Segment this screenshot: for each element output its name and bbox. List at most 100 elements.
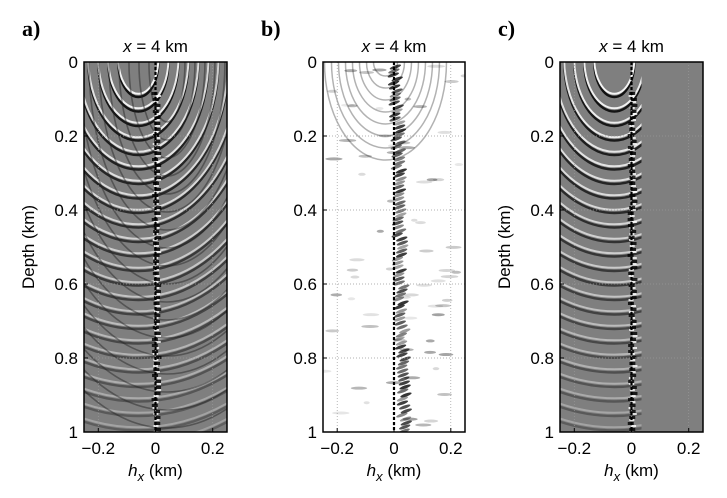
focused-energy: [631, 413, 637, 415]
energy-blob: [431, 313, 445, 317]
wavefront-arc: [84, 199, 227, 255]
energy-blob: [390, 136, 402, 142]
y-tick-label: 0.2: [293, 127, 317, 146]
focused-energy: [155, 125, 161, 127]
energy-blob: [349, 258, 365, 262]
wavefront-arc: [84, 255, 227, 298]
focused-energy: [627, 224, 634, 227]
panel-title: x = 4 km: [122, 37, 188, 56]
energy-blob: [394, 200, 406, 206]
wavefront-arc: [84, 62, 220, 182]
x-axis-label: hx (km): [367, 461, 422, 484]
energy-blob: [387, 144, 395, 148]
wavefront-arc: [560, 240, 703, 287]
focused-energy: [154, 227, 160, 229]
energy-blob: [392, 104, 404, 110]
focused-energy: [156, 251, 162, 253]
focused-energy: [631, 323, 637, 325]
xlabel-variable: h: [604, 461, 613, 480]
focused-energy: [627, 164, 634, 167]
wavefront-arc: [560, 405, 703, 432]
focused-energy: [629, 194, 636, 197]
image-area: [323, 62, 465, 432]
wavefront-arc: [84, 178, 227, 240]
y-tick-label: 0.6: [293, 275, 317, 294]
focused-energy: [628, 350, 635, 353]
focused-energy: [155, 386, 162, 389]
focused-energy: [630, 230, 637, 233]
energy-blob: [399, 328, 411, 334]
focused-energy: [153, 278, 160, 281]
energy-blob: [399, 348, 414, 352]
energy-blob: [325, 329, 340, 333]
wavefront-arc: [560, 202, 703, 258]
energy-blob: [391, 76, 403, 82]
energy-blob: [325, 157, 343, 161]
energy-blob: [376, 229, 384, 233]
title-variable: x: [122, 37, 132, 56]
focused-energy: [154, 290, 161, 293]
energy-blob: [398, 146, 416, 150]
focused-energy: [631, 251, 637, 253]
focused-energy: [155, 164, 162, 167]
wavefront-arc: [84, 347, 227, 393]
focused-energy: [151, 344, 158, 347]
wavefront-arc: [330, 62, 441, 149]
focused-energy: [630, 290, 637, 293]
wavefront-arc: [337, 62, 434, 137]
energy-blob: [441, 298, 453, 302]
wavefront-arc: [84, 202, 227, 258]
wavefront-arc: [84, 292, 227, 331]
y-tick-label: 0.4: [54, 201, 78, 220]
wavefront-arc: [560, 322, 703, 356]
x-tick-label: −0.2: [82, 439, 116, 458]
focused-energy: [631, 293, 637, 295]
energy-blob: [393, 276, 405, 282]
wavefront-arc: [84, 167, 227, 267]
y-tick-label: 0.8: [293, 349, 317, 368]
energy-blob: [395, 268, 407, 274]
focused-energy: [631, 260, 638, 263]
panel-label: b): [261, 16, 281, 41]
focused-energy: [630, 305, 636, 307]
focused-energy: [154, 140, 161, 143]
wavefront-arc: [84, 157, 227, 229]
energy-blob: [394, 312, 406, 318]
energy-blob: [393, 184, 405, 190]
energy-blob: [392, 224, 404, 230]
energy-blob: [375, 106, 384, 110]
focused-energy: [628, 344, 635, 347]
wavefront-arc: [84, 368, 227, 411]
wavefront-arc: [560, 199, 703, 255]
focused-energy: [629, 125, 635, 127]
energy-blob: [394, 120, 406, 126]
focused-energy: [156, 215, 162, 217]
y-tick-label: 0.8: [54, 349, 78, 368]
focused-energy: [153, 224, 160, 227]
focused-energy: [154, 116, 161, 119]
energy-blob: [395, 248, 408, 254]
focused-energy: [629, 410, 636, 413]
energy-blob: [400, 420, 412, 426]
energy-blob: [426, 178, 438, 182]
focused-energy: [630, 179, 636, 181]
focused-energy: [154, 173, 160, 175]
focused-energy: [631, 257, 637, 259]
energy-blob: [435, 304, 451, 308]
focused-energy: [155, 305, 161, 307]
focused-energy: [154, 104, 161, 107]
panel-title: x = 4 km: [598, 37, 664, 56]
wavefront-arc: [560, 178, 703, 240]
title-variable: x: [361, 37, 371, 56]
energy-blob: [392, 196, 405, 202]
focused-energy: [155, 284, 162, 287]
energy-blob: [372, 68, 387, 72]
energy-blob: [454, 163, 464, 167]
wavefront-arc: [560, 221, 703, 273]
energy-blob: [359, 70, 374, 74]
x-tick-label: −0.2: [320, 439, 354, 458]
focused-energy: [632, 113, 638, 115]
focused-energy: [156, 335, 162, 337]
x-tick-label: 0.2: [677, 439, 701, 458]
